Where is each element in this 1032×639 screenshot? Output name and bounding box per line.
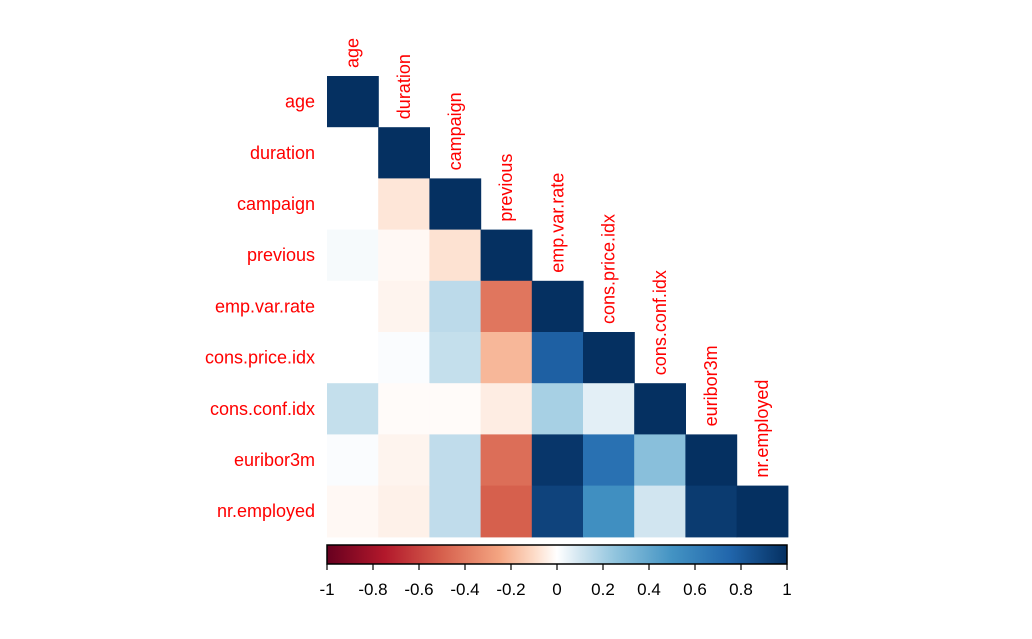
heatmap-cell <box>429 280 482 333</box>
column-label: previous <box>496 154 516 222</box>
heatmap-cell <box>429 434 482 487</box>
heatmap-cell <box>429 229 482 282</box>
colorbar-gradient <box>326 544 788 565</box>
heatmap-cell <box>480 434 533 487</box>
heatmap-cell <box>327 178 379 231</box>
row-label: duration <box>250 143 315 163</box>
heatmap-cell <box>378 434 430 487</box>
heatmap-cell <box>327 383 379 435</box>
row-label: campaign <box>237 194 315 214</box>
heatmap-cell <box>327 229 379 282</box>
colorbar-tick-label: 1 <box>782 580 791 599</box>
row-label: cons.conf.idx <box>210 399 315 419</box>
heatmap-cell <box>327 280 379 333</box>
row-label: previous <box>247 245 315 265</box>
heatmap-cell <box>634 434 686 487</box>
heatmap-cell <box>583 485 635 538</box>
column-label: age <box>343 38 363 68</box>
heatmap-cell <box>378 485 430 538</box>
column-label: cons.price.idx <box>599 214 619 324</box>
heatmap-cell <box>327 127 379 179</box>
heatmap-cell <box>429 485 482 538</box>
colorbar-tick-label: 0.8 <box>729 580 753 599</box>
heatmap-cell <box>480 229 533 282</box>
heatmap-cell <box>327 434 379 487</box>
colorbar-tick-label: 0 <box>552 580 561 599</box>
heatmap-cell <box>685 485 738 538</box>
heatmap-cell <box>531 434 584 487</box>
row-label: euribor3m <box>234 450 315 470</box>
heatmap-cell <box>378 229 430 282</box>
heatmap-cell <box>378 178 430 231</box>
column-label: euribor3m <box>701 345 721 426</box>
colorbar-tick-label: -0.6 <box>404 580 433 599</box>
colorbar-tick-label: 0.6 <box>683 580 707 599</box>
heatmap-cell <box>685 434 738 487</box>
column-label: cons.conf.idx <box>650 270 670 375</box>
colorbar-tick-label: 0.4 <box>637 580 661 599</box>
column-label: emp.var.rate <box>547 173 567 273</box>
heatmap-cell <box>480 332 533 384</box>
heatmap-cell <box>378 383 430 435</box>
colorbar-tick-label: -0.2 <box>496 580 525 599</box>
heatmap-cells <box>327 76 789 538</box>
colorbar: -1 -0.8 -0.6 -0.4 -0.2 0 0.2 0.4 0.6 0.8 1 <box>319 544 792 599</box>
heatmap-cell <box>327 485 379 538</box>
heatmap-cell <box>378 127 430 179</box>
heatmap-cell <box>480 485 533 538</box>
column-labels: age duration campaign previous emp.var.rate c… <box>343 38 773 478</box>
heatmap-cell <box>327 76 379 128</box>
heatmap-cell <box>583 383 635 435</box>
heatmap-cell <box>429 332 482 384</box>
colorbar-tick-label: -0.4 <box>450 580 479 599</box>
colorbar-tick-label: -1 <box>319 580 334 599</box>
heatmap-cell <box>429 178 482 231</box>
heatmap-cell <box>583 332 635 384</box>
heatmap-cell <box>531 332 584 384</box>
column-label: nr.employed <box>752 380 772 478</box>
colorbar-tick-label: 0.2 <box>591 580 615 599</box>
column-label: duration <box>394 54 414 119</box>
heatmap-cell <box>327 332 379 384</box>
heatmap-cell <box>531 485 584 538</box>
heatmap-cell <box>480 383 533 435</box>
row-label: age <box>285 92 315 112</box>
heatmap-cell <box>480 280 533 333</box>
row-label: nr.employed <box>217 501 315 521</box>
heatmap-cell <box>531 383 584 435</box>
heatmap-cell <box>378 332 430 384</box>
heatmap-cell <box>583 434 635 487</box>
column-label: campaign <box>445 92 465 170</box>
heatmap-cell <box>634 383 686 435</box>
colorbar-tick-label: -0.8 <box>358 580 387 599</box>
heatmap-cell <box>429 383 482 435</box>
heatmap-cell <box>378 280 430 333</box>
row-labels: age duration campaign previous emp.var.rate c… <box>205 92 315 522</box>
row-label: cons.price.idx <box>205 348 315 368</box>
row-label: emp.var.rate <box>215 296 315 316</box>
heatmap-cell <box>634 485 686 538</box>
heatmap-cell <box>736 485 789 538</box>
colorbar-ticks: -1 -0.8 -0.6 -0.4 -0.2 0 0.2 0.4 0.6 0.8 1 <box>319 564 792 599</box>
heatmap-cell <box>531 280 584 333</box>
